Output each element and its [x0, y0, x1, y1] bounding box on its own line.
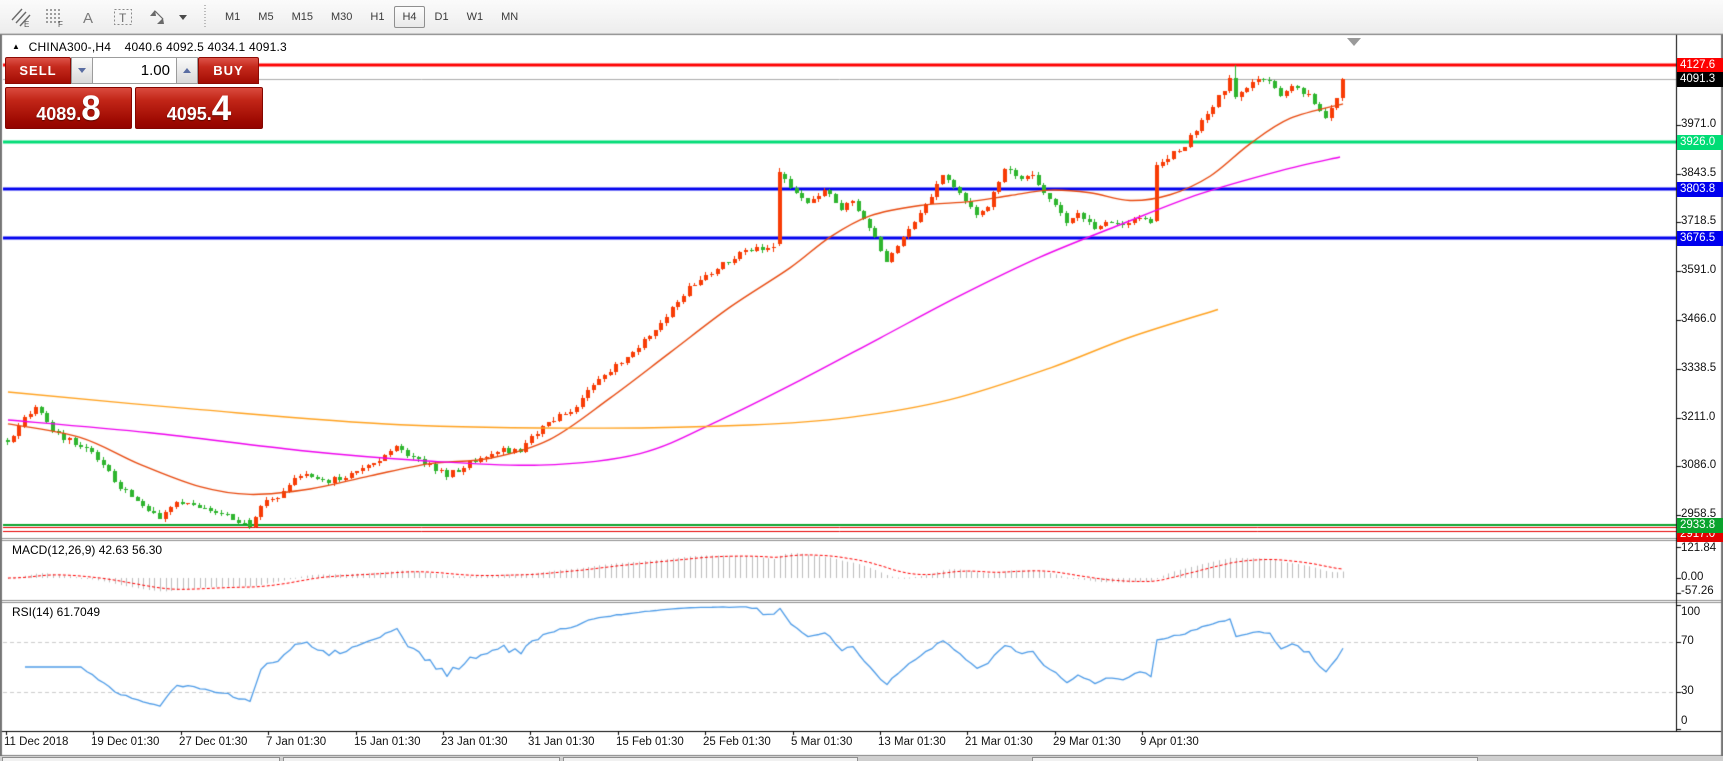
rsi-tick-label: 30 — [1681, 685, 1694, 697]
arrow-objects-icon[interactable] — [142, 4, 172, 30]
price-line-badge: 3803.8 — [1677, 182, 1723, 197]
chart-ohlc-quote: 4040.6 4092.5 4034.1 4091.3 — [124, 40, 287, 54]
price-tick-label: 2958.5 — [1681, 508, 1717, 520]
sell-button[interactable]: SELL — [5, 57, 71, 84]
price-tick-label: 3718.5 — [1681, 215, 1717, 227]
price-line-badge: 4127.6 — [1677, 58, 1723, 73]
bottom-tab[interactable] — [2, 757, 280, 761]
current-price-badge: 4091.3 — [1677, 72, 1723, 87]
chart-symbol-title: CHINA300-,H4 — [28, 40, 112, 54]
sell-price-sep: . — [76, 104, 82, 124]
timeframe-button-m1[interactable]: M1 — [225, 10, 241, 23]
buy-price-big-digit: 4 — [211, 89, 232, 128]
sell-price-main: 4089 — [36, 104, 77, 124]
timeframe-button-m30[interactable]: M30 — [330, 10, 353, 23]
buy-price-button[interactable]: 4095. 4 — [135, 87, 263, 129]
panel-collapse-icon[interactable]: ▲ — [12, 42, 21, 51]
macd-tick-label: -57.26 — [1681, 585, 1714, 597]
time-axis-label: 27 Dec 01:30 — [179, 736, 248, 748]
arrow-objects-dropdown-icon[interactable] — [176, 4, 190, 30]
price-tick-label: 3591.0 — [1681, 264, 1717, 276]
bottom-tabs-strip — [0, 756, 1723, 761]
time-axis-label: 15 Jan 01:30 — [354, 736, 421, 748]
price-tick-label: 3971.0 — [1681, 118, 1717, 130]
timeframe-button-h1[interactable]: H1 — [370, 10, 385, 23]
price-tick-label: 3211.0 — [1681, 411, 1716, 423]
svg-text:T: T — [119, 11, 127, 25]
price-tick-label: 3466.0 — [1681, 313, 1717, 325]
timeframe-group: M1 M5 M15 M30 H1 H4 D1 W1 MN — [216, 5, 527, 28]
rsi-label: RSI(14) 61.7049 — [12, 605, 101, 619]
up-arrow-icon — [183, 68, 191, 73]
timeframe-button-m5[interactable]: M5 — [258, 10, 274, 23]
chart-shift-marker[interactable] — [1347, 38, 1361, 46]
trade-panel-top-row: SELL BUY — [5, 57, 263, 84]
svg-text:F: F — [58, 20, 63, 28]
bottom-tab[interactable] — [283, 757, 560, 761]
label-tool-icon[interactable]: A — [74, 4, 104, 30]
time-axis-label: 5 Mar 01:30 — [791, 736, 853, 748]
toolbar: E F A T — [0, 0, 1723, 34]
fibonacci-retracement-icon[interactable]: F — [40, 4, 70, 30]
price-line-badge: 3676.5 — [1677, 231, 1723, 246]
rsi-tick-label: 70 — [1681, 635, 1694, 647]
chart-header: ▲ CHINA300-,H4 4040.6 4092.5 4034.1 4091… — [12, 40, 287, 54]
sell-price-big-digit: 8 — [81, 89, 101, 128]
timeframe-button-d1[interactable]: D1 — [434, 10, 449, 23]
time-axis-label: 11 Dec 2018 — [4, 736, 69, 748]
bottom-tab[interactable] — [563, 757, 858, 761]
sell-price-button[interactable]: 4089. 8 — [5, 87, 132, 129]
text-tool-icon[interactable]: T — [108, 4, 138, 30]
time-axis-label: 21 Mar 01:30 — [965, 736, 1033, 748]
down-arrow-icon — [78, 68, 86, 73]
time-axis-label: 15 Feb 01:30 — [616, 736, 684, 748]
time-axis-label: 19 Dec 01:30 — [91, 736, 160, 748]
timeframe-button-h4[interactable]: H4 — [394, 5, 425, 28]
macd-tick-label: 0.00 — [1681, 571, 1704, 583]
bottom-tab[interactable] — [1032, 757, 1478, 761]
price-tick-label: 3338.5 — [1681, 362, 1717, 374]
time-axis-label: 25 Feb 01:30 — [703, 736, 771, 748]
trade-panel-price-row: 4089. 8 4095. 4 — [5, 87, 263, 129]
rsi-tick-label: 100 — [1681, 606, 1701, 618]
volume-input[interactable] — [93, 57, 176, 84]
price-line-badge: 2933.8 — [1677, 518, 1723, 533]
timeframe-button-w1[interactable]: W1 — [466, 10, 484, 23]
buy-button[interactable]: BUY — [198, 57, 259, 84]
rsi-tick-label: 0 — [1681, 715, 1688, 727]
macd-tick-label: 121.84 — [1681, 542, 1717, 554]
timeframe-button-m15[interactable]: M15 — [291, 10, 313, 23]
buy-price-sep: . — [206, 104, 212, 124]
price-line-badge: 3926.0 — [1677, 135, 1723, 150]
time-axis-label: 13 Mar 01:30 — [878, 736, 946, 748]
volume-increase-button[interactable] — [176, 57, 198, 84]
toolbar-grip[interactable] — [202, 4, 208, 29]
time-axis-label: 9 Apr 01:30 — [1140, 736, 1199, 748]
time-axis-label: 31 Jan 01:30 — [528, 736, 595, 748]
time-axis-label: 23 Jan 01:30 — [441, 736, 508, 748]
time-axis-label: 29 Mar 01:30 — [1053, 736, 1121, 748]
time-axis-label: 7 Jan 01:30 — [266, 736, 327, 748]
equidistant-channel-icon[interactable]: E — [6, 4, 36, 30]
buy-price-main: 4095 — [166, 104, 207, 124]
price-tick-label: 3086.0 — [1681, 459, 1717, 471]
price-tick-label: 3843.5 — [1681, 167, 1717, 179]
one-click-trading-panel: SELL BUY 4089.8 4095.4 — [5, 57, 263, 129]
macd-label: MACD(12,26,9) 42.63 56.30 — [12, 543, 163, 557]
timeframe-button-mn[interactable]: MN — [501, 10, 519, 23]
svg-text:A: A — [83, 10, 93, 27]
svg-text:E: E — [24, 20, 29, 28]
volume-decrease-button[interactable] — [71, 57, 93, 84]
